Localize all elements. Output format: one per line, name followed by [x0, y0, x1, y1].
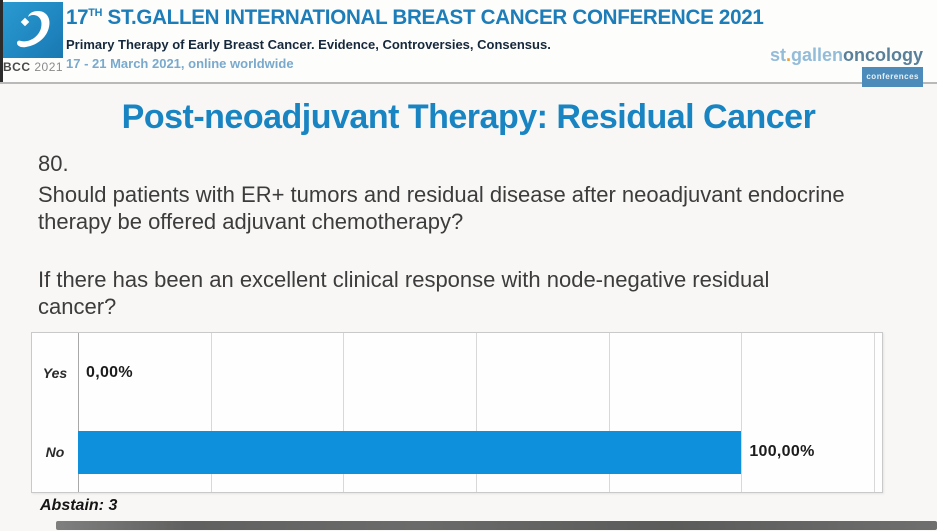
chart-row-yes: Yes 0,00% [32, 333, 882, 413]
header-left-edge [0, 0, 3, 82]
axis-line [78, 333, 79, 492]
question-number: 80. [38, 151, 69, 176]
brand-dot: . [785, 45, 791, 65]
swan-icon [3, 2, 63, 58]
gridline [343, 333, 345, 492]
bcc-label: BCC 2021 [3, 60, 64, 74]
bar-no [78, 430, 742, 474]
brand-gallen: gallen [790, 45, 843, 65]
brand-conferences-badge: conferences [862, 67, 923, 87]
brand-st: st [769, 45, 786, 65]
gridline [608, 333, 610, 492]
value-label-no: 100,00% [749, 443, 815, 461]
value-label-yes: 0,00% [86, 363, 133, 381]
conference-subtitle: Primary Therapy of Early Breast Cancer. … [66, 37, 551, 52]
plot-area-yes: 0,00% [78, 351, 874, 394]
conference-dates: 17 - 21 March 2021, online worldwide [66, 56, 294, 71]
page-title: Post-neoadjuvant Therapy: Residual Cance… [121, 98, 816, 136]
plot-area-no: 100,00% [78, 430, 874, 474]
conference-header-text: 17TH ST.GALLEN INTERNATIONAL BREAST CANC… [66, 6, 778, 71]
chart-row-no: No 100,00% [32, 413, 882, 493]
brand-oncology: oncology [843, 45, 923, 65]
conference-header: BCC 2021 17TH ST.GALLEN INTERNATIONAL BR… [0, 0, 937, 87]
gridline [874, 333, 875, 492]
chart-rows: Yes 0,00% No 100,00% [32, 333, 882, 492]
poll-chart: Yes 0,00% No 100,00% [31, 332, 883, 493]
question-text: Should patients with ER+ tumors and resi… [38, 182, 845, 234]
question-condition: If there has been an excellent clinical … [38, 267, 770, 319]
bottom-bar [56, 521, 937, 530]
category-label-yes: Yes [42, 364, 68, 381]
chart-gridlines [78, 333, 875, 492]
gridline [476, 333, 477, 492]
stgallen-oncology-logo: st.gallenoncology conferences [770, 46, 923, 87]
category-label-no: No [45, 444, 65, 461]
gridline [741, 333, 743, 492]
gridline [210, 333, 212, 492]
bcc-logo: BCC 2021 [3, 2, 65, 74]
conference-title: 17TH ST.GALLEN INTERNATIONAL BREAST CANC… [66, 6, 764, 29]
abstain-note: Abstain: 3 [40, 497, 118, 514]
